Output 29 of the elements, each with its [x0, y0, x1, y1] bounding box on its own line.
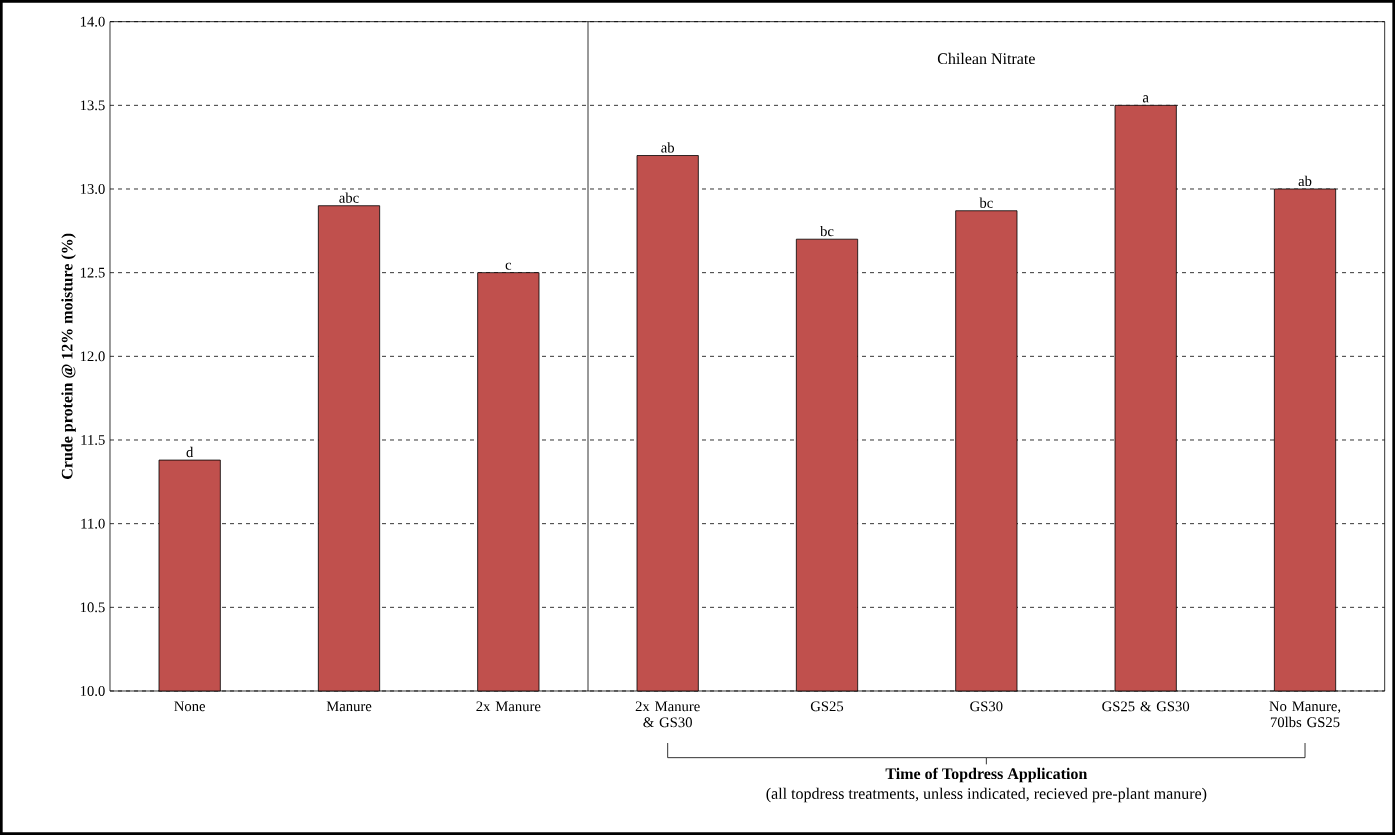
x-tick-label: Manure	[326, 701, 372, 712]
y-axis-title: Crude protein @ 12% moisture (%)	[61, 233, 76, 479]
x-axis-title: Time of Topdress Application	[885, 767, 1088, 783]
data-label: abc	[339, 192, 359, 203]
y-tick-label: 13.5	[80, 100, 105, 111]
x-tick-label: 2x Manure & GS30	[635, 701, 700, 728]
y-tick-label: 14.0	[80, 16, 105, 27]
data-label: d	[186, 446, 194, 458]
y-tick-label: 12.5	[80, 267, 105, 278]
data-label: ab	[1298, 175, 1312, 187]
y-tick-label: 11.5	[81, 435, 105, 445]
y-tick-label: 10.0	[80, 686, 105, 696]
data-label: bc	[820, 225, 834, 237]
x-tick-label: GS25	[810, 701, 844, 712]
y-tick-label: 12.0	[80, 351, 105, 362]
data-label: bc	[979, 197, 993, 208]
x-tick-label: GS30	[970, 701, 1003, 712]
data-label: ab	[661, 142, 675, 153]
data-label: c	[505, 262, 512, 270]
x-tick-label: None	[174, 701, 206, 712]
text: (all topdress treatments, unless indicated, recieved pre-plant manure)	[766, 787, 1207, 803]
x-tick-label: GS25 & GS30	[1102, 701, 1190, 712]
y-tick-label: 13.0	[80, 184, 105, 194]
x-tick-label: No Manure, 70lbs GS25	[1269, 701, 1341, 728]
data-label: a	[1142, 95, 1149, 103]
x-tick-label: 2x Manure	[476, 701, 541, 712]
annotation: Chilean Nitrate	[937, 52, 1035, 65]
y-tick-label: 11.0	[81, 518, 105, 529]
y-tick-label: 10.5	[80, 602, 105, 613]
